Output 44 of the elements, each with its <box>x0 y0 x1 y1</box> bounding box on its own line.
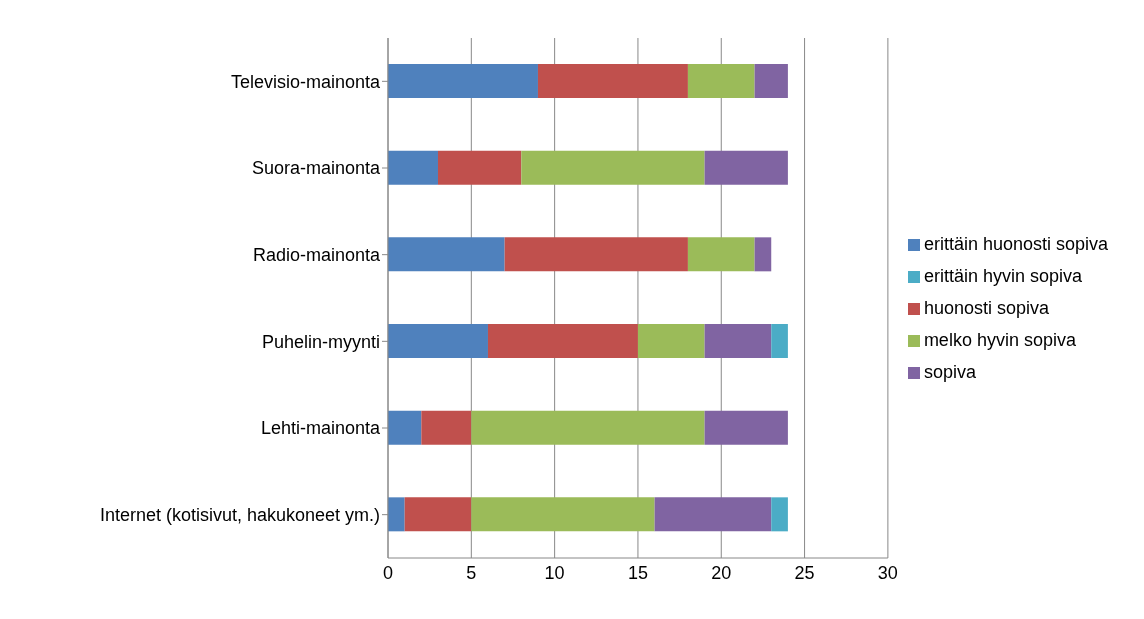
bar <box>487 324 638 358</box>
bar <box>704 410 788 445</box>
bar <box>704 150 788 185</box>
legend-label: erittäin hyvin sopiva <box>923 266 1082 286</box>
x-tick-label: 0 <box>382 562 394 583</box>
y-tick-label: Lehti-mainonta <box>260 418 381 439</box>
bar <box>754 237 772 272</box>
x-tick-label: 10 <box>544 562 565 583</box>
bar <box>771 324 788 358</box>
x-tick-label: 30 <box>877 562 898 583</box>
bar <box>521 150 705 185</box>
bar <box>388 324 488 358</box>
bar <box>437 150 522 185</box>
bar <box>404 497 472 532</box>
x-tick-label: 15 <box>627 562 648 583</box>
x-tick-label: 25 <box>794 562 815 583</box>
bar <box>388 150 438 185</box>
legend-label: sopiva <box>923 362 976 382</box>
bar <box>687 64 755 98</box>
y-tick-label: Radio-mainonta <box>252 245 381 266</box>
legend-label: erittäin huonosti sopiva <box>923 234 1108 254</box>
bar <box>471 497 655 532</box>
y-tick-label: Puhelin-myynti <box>261 331 380 352</box>
legend-label: melko hyvin sopiva <box>923 330 1076 350</box>
y-tick-label: Suora-mainonta <box>251 158 381 179</box>
legend-label: huonosti sopiva <box>923 298 1049 318</box>
bar <box>687 237 755 272</box>
y-tick-label: Televisio-mainonta <box>230 71 381 92</box>
x-tick-label: 20 <box>711 562 732 583</box>
bar <box>388 64 538 98</box>
bar <box>771 497 788 532</box>
bar <box>388 237 505 272</box>
x-tick-label: 5 <box>466 562 477 583</box>
bar <box>754 64 788 98</box>
bar <box>504 237 688 272</box>
bar <box>388 410 422 445</box>
bar <box>471 410 705 445</box>
bar <box>388 497 405 532</box>
y-tick-label: Internet (kotisivut, hakukoneet ym.) <box>99 505 380 526</box>
bar <box>421 410 472 445</box>
bar <box>637 324 705 358</box>
bar <box>654 497 772 532</box>
bar <box>537 64 688 98</box>
bar <box>704 324 772 358</box>
